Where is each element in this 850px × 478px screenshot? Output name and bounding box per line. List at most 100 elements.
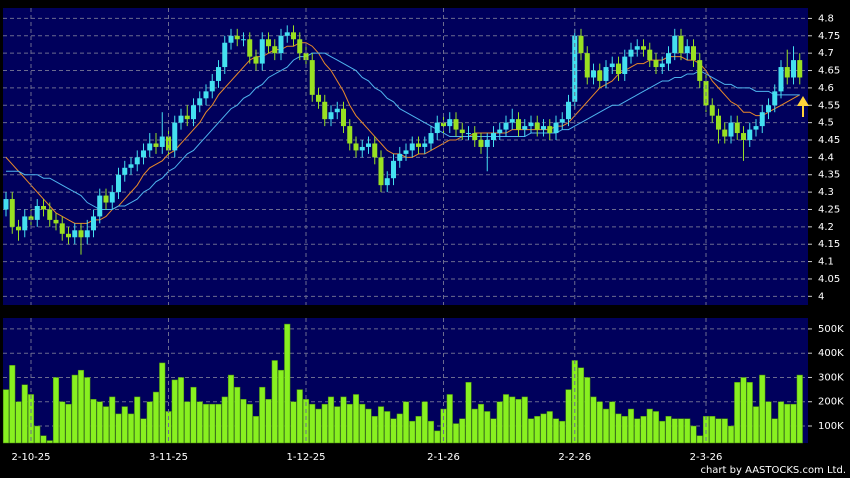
candle-body — [22, 216, 28, 231]
candle-body — [516, 119, 521, 130]
candle-body — [9, 199, 15, 227]
y-tick-label: 400K — [818, 348, 844, 359]
volume-bar — [140, 418, 147, 444]
candle-body — [566, 101, 571, 120]
volume-bar — [652, 411, 660, 444]
x-tick-label: 2-1-26 — [427, 452, 460, 463]
candle-body — [709, 105, 715, 116]
volume-bar — [534, 416, 541, 444]
y-tick-label: 4.8 — [818, 13, 834, 24]
y-tick-label: 4.25 — [818, 204, 840, 215]
candle-body — [691, 46, 696, 61]
candle-body — [97, 195, 103, 217]
volume-bar — [421, 401, 428, 444]
volume-bar — [321, 403, 328, 444]
volume-bar — [109, 396, 116, 444]
volume-bar — [465, 382, 472, 444]
signal-arrow — [797, 96, 809, 117]
candle-body — [72, 230, 78, 238]
volume-bar — [727, 425, 735, 444]
candle-body — [397, 153, 403, 161]
candle-body — [91, 216, 96, 231]
candle-body — [559, 119, 565, 123]
candle-body — [247, 39, 253, 57]
candle-body — [591, 70, 596, 78]
volume-bar — [740, 377, 747, 444]
volume-bar — [146, 401, 153, 444]
volume-bar — [521, 396, 528, 444]
volume-bar — [384, 411, 391, 444]
volume-bar — [346, 403, 353, 444]
volume-bar — [527, 418, 535, 444]
volume-bar — [327, 396, 335, 444]
candle-body — [553, 122, 559, 134]
y-tick-label: 4.2 — [818, 222, 834, 233]
candle-body — [134, 157, 140, 165]
candle-body — [372, 143, 378, 158]
candle-body — [466, 133, 471, 135]
volume-bar — [59, 401, 66, 444]
volume-bar — [21, 384, 28, 444]
volume-bar — [352, 394, 360, 444]
volume-bar — [159, 362, 166, 444]
y-tick-label: 4.35 — [818, 170, 840, 181]
candle-body — [603, 67, 609, 81]
volume-bar — [115, 413, 122, 444]
volume-bar — [202, 403, 210, 444]
volume-bar — [796, 374, 803, 444]
candle-body — [616, 63, 621, 74]
candle-body — [647, 49, 653, 61]
candle-body — [534, 122, 540, 130]
candle-body — [628, 49, 634, 57]
candle-body — [653, 60, 659, 68]
candle-body — [222, 42, 228, 68]
volume-bar — [209, 403, 216, 444]
volume-bar — [646, 408, 653, 444]
y-tick-label: 4.55 — [818, 100, 840, 111]
volume-bar — [502, 394, 510, 444]
volume-bar — [590, 396, 597, 444]
volume-bar — [77, 369, 85, 444]
candle-body — [209, 80, 215, 92]
candle-body — [253, 56, 259, 64]
candle-body — [266, 39, 271, 47]
volume-bar — [759, 374, 766, 444]
volume-bar — [752, 406, 760, 444]
y-tick-label: 100K — [818, 421, 844, 432]
volume-bar — [371, 416, 378, 444]
candle-body — [191, 105, 196, 120]
candle-body — [147, 143, 153, 151]
candle-body — [541, 126, 546, 130]
candle-body — [284, 32, 290, 36]
moving-average-line — [6, 52, 800, 210]
candle-body — [341, 108, 346, 127]
candle-body — [584, 53, 590, 78]
candle-body — [216, 67, 221, 81]
volume-bar — [402, 401, 410, 444]
candle-body — [141, 150, 146, 158]
volume-bar — [471, 408, 478, 444]
volume-bar — [584, 377, 591, 444]
volume-bar — [609, 401, 616, 444]
volume-bar — [640, 416, 647, 444]
volume-bar — [46, 440, 53, 444]
candle-body — [84, 230, 90, 238]
candle-body — [303, 53, 309, 61]
candle-body — [116, 174, 121, 193]
volume-bar — [340, 396, 347, 444]
candle-body — [59, 223, 65, 234]
candle-body — [641, 46, 646, 50]
volume-bar — [452, 423, 460, 444]
volume-bar — [259, 386, 266, 444]
volume-bar — [227, 374, 235, 444]
volume-bar — [152, 391, 160, 444]
candle-body — [778, 67, 784, 92]
candle-body — [109, 192, 115, 203]
candle-body — [153, 143, 159, 147]
candle-body — [159, 136, 165, 147]
volume-bar — [721, 418, 728, 444]
candle-body — [416, 143, 421, 147]
candle-body — [309, 60, 315, 95]
candle-body — [228, 35, 234, 43]
